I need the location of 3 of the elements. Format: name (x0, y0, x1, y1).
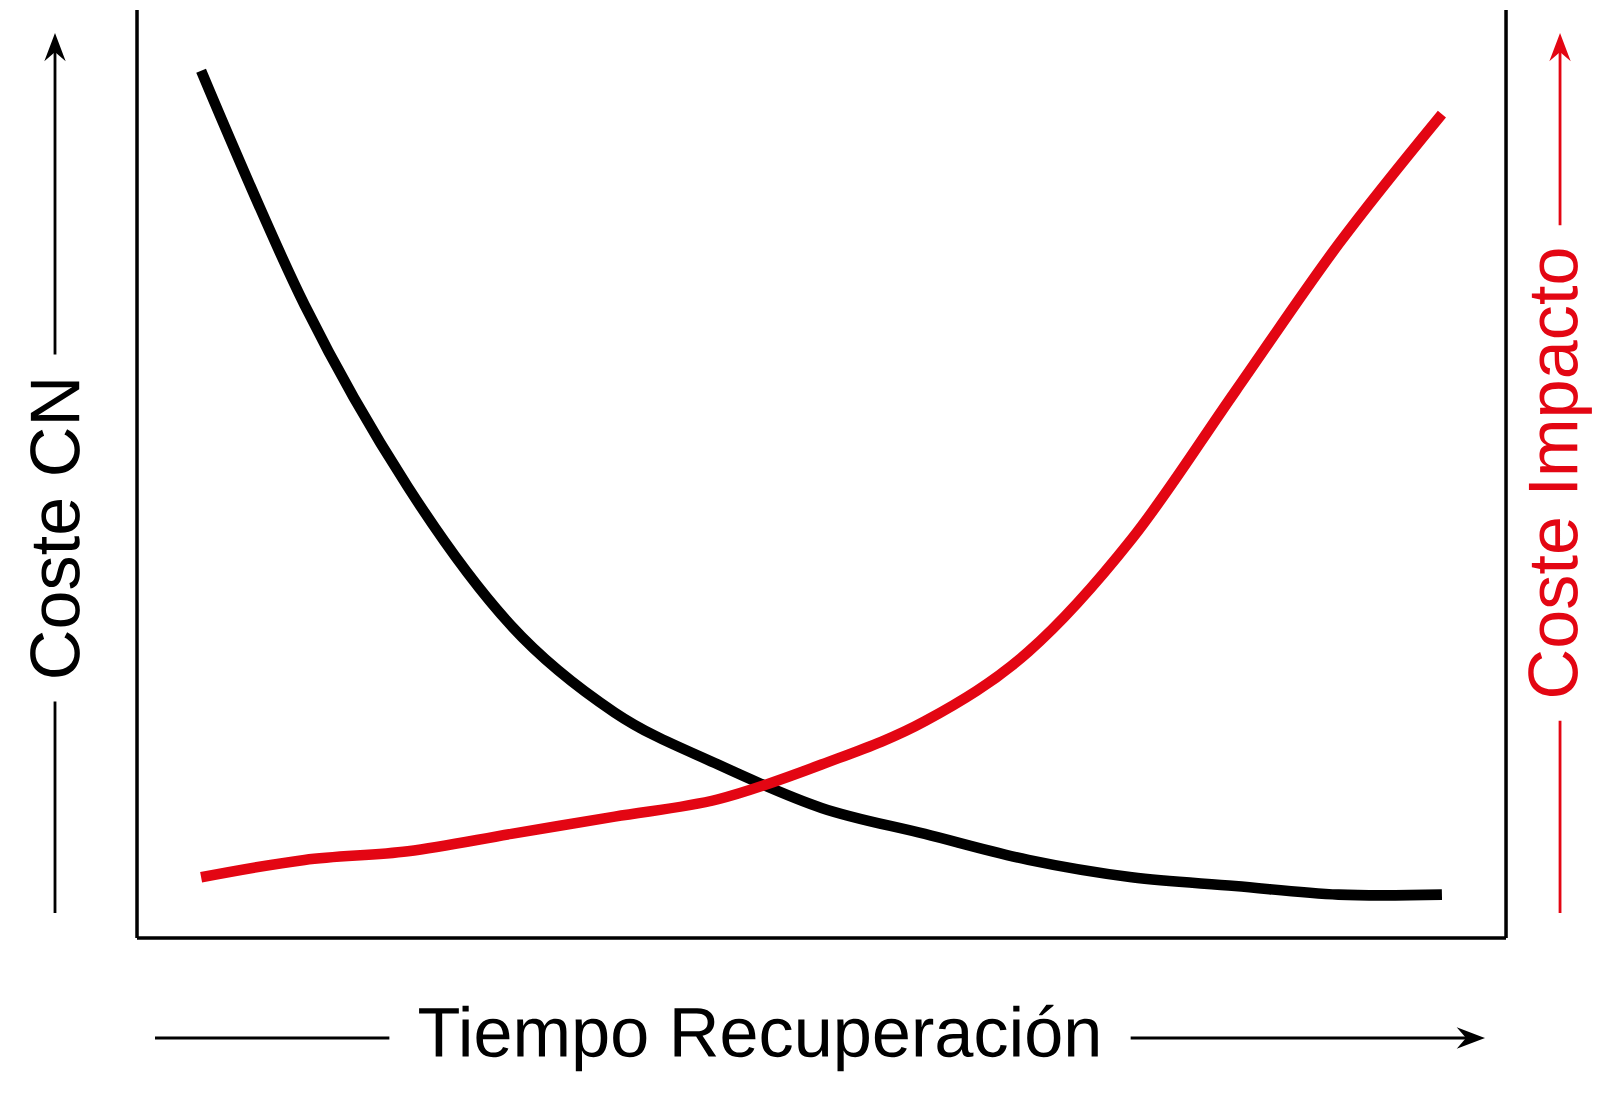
x-axis-title: Tiempo Recuperación (419, 1004, 1098, 1072)
y2-axis-title: Coste Impacto (1528, 249, 1592, 696)
y-axis-title: Coste CN (30, 381, 80, 677)
